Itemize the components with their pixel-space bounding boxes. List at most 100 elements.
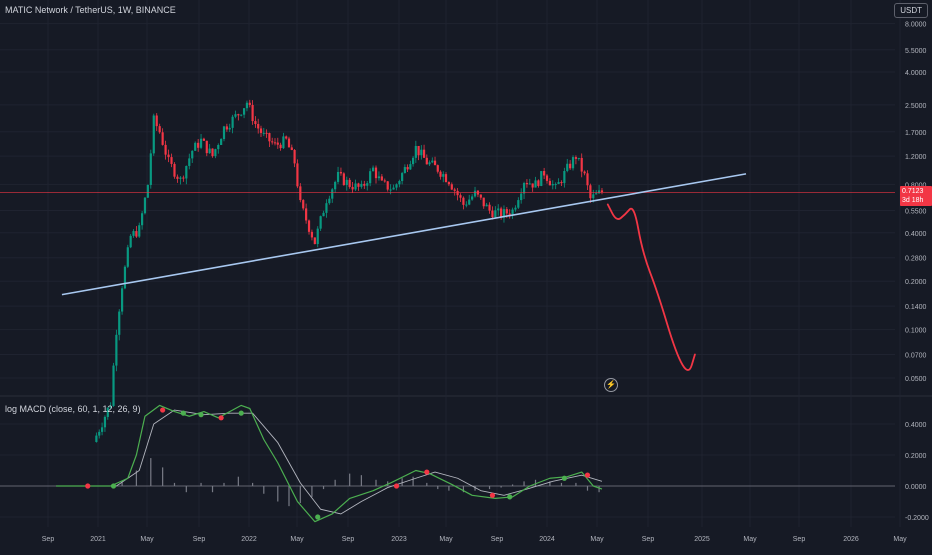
macd-histogram-bar bbox=[462, 486, 465, 493]
candle-body bbox=[307, 220, 311, 232]
macd-signal-line bbox=[56, 409, 603, 515]
candle-body bbox=[456, 190, 459, 196]
macd-indicator-title[interactable]: log MACD (close, 60, 1, 12, 26, 9) bbox=[5, 404, 141, 414]
time-axis-label: May bbox=[893, 536, 907, 543]
candle-body bbox=[217, 144, 220, 150]
candle-body bbox=[161, 132, 164, 145]
symbol-title: MATIC Network / TetherUS, 1W, BINANCE bbox=[5, 5, 176, 15]
candle-body bbox=[592, 194, 595, 199]
candle-body bbox=[403, 167, 406, 174]
candle-body bbox=[540, 171, 543, 186]
grid-layer bbox=[0, 0, 932, 527]
candle-body bbox=[118, 311, 121, 335]
candle-body bbox=[417, 145, 420, 156]
price-axis-label: 0.0500 bbox=[905, 376, 927, 383]
candle-body bbox=[471, 196, 474, 200]
macd-histogram-bar bbox=[375, 479, 377, 486]
macd-axis-label: 0.4000 bbox=[905, 422, 927, 429]
candles-layer bbox=[95, 99, 604, 443]
candle-body bbox=[439, 171, 442, 177]
macd-histogram-bar bbox=[173, 482, 176, 486]
candle-body bbox=[525, 183, 529, 185]
candle-body bbox=[231, 116, 234, 128]
time-axis-label: May bbox=[290, 536, 304, 543]
candle-body bbox=[392, 187, 395, 190]
candle-body bbox=[554, 184, 557, 186]
price-axis-label: 0.5500 bbox=[905, 209, 927, 216]
macd-histogram-bar bbox=[322, 486, 325, 490]
candle-body bbox=[158, 126, 161, 133]
candle-body bbox=[336, 171, 340, 182]
macd-axis-label: -0.2000 bbox=[905, 515, 929, 522]
candle-body bbox=[202, 138, 206, 141]
candle-body bbox=[135, 231, 138, 237]
candle-body bbox=[271, 141, 274, 143]
bullish-cross-marker bbox=[507, 494, 513, 500]
candle-body bbox=[502, 209, 506, 218]
candle-body bbox=[141, 213, 144, 226]
bearish-cross-marker bbox=[424, 469, 430, 475]
candle-body bbox=[371, 167, 375, 172]
bearish-cross-marker bbox=[584, 472, 591, 478]
candle-body bbox=[508, 213, 511, 216]
candle-body bbox=[293, 149, 296, 164]
candle-body bbox=[205, 140, 208, 154]
candle-body bbox=[412, 157, 415, 165]
macd-histogram-bar bbox=[162, 467, 164, 486]
candle-body bbox=[479, 194, 482, 198]
candle-body bbox=[499, 208, 503, 218]
candle-body bbox=[494, 210, 497, 218]
currency-button[interactable]: USDT bbox=[894, 3, 928, 18]
macd-histogram-bar bbox=[237, 476, 239, 486]
candle-body bbox=[319, 216, 322, 229]
lightning-bolt-icon[interactable]: ⚡ bbox=[604, 378, 618, 392]
candle-body bbox=[459, 195, 462, 198]
candle-body bbox=[514, 207, 517, 210]
candle-body bbox=[409, 164, 412, 170]
time-axis-label: 2021 bbox=[90, 536, 106, 543]
candle-body bbox=[574, 157, 578, 159]
macd-histogram-bar bbox=[135, 470, 137, 486]
macd-histogram-bar bbox=[534, 479, 537, 486]
time-axis-label: May bbox=[743, 536, 757, 543]
candle-body bbox=[551, 184, 554, 186]
macd-histogram-bar bbox=[334, 479, 336, 486]
candle-body bbox=[425, 157, 428, 165]
macd-histogram-bar bbox=[575, 482, 577, 486]
candle-body bbox=[276, 142, 279, 145]
candle-body bbox=[237, 114, 240, 116]
candle-body bbox=[98, 431, 101, 436]
candle-body bbox=[152, 115, 155, 154]
candle-body bbox=[296, 163, 299, 187]
macd-histogram-bar bbox=[211, 486, 214, 493]
bullish-cross-marker bbox=[180, 410, 186, 416]
macd-histogram-bar bbox=[200, 482, 202, 486]
candle-body bbox=[442, 174, 445, 177]
macd-histogram-bar bbox=[121, 481, 123, 486]
candle-body bbox=[473, 190, 477, 197]
candle-body bbox=[589, 185, 592, 199]
price-axis-label: 1.7000 bbox=[905, 130, 927, 137]
time-axis-label: 2025 bbox=[694, 536, 710, 543]
candle-body bbox=[325, 203, 328, 213]
candle-body bbox=[179, 177, 182, 179]
time-axis-label: Sep bbox=[193, 536, 206, 543]
price-axis-label: 0.2000 bbox=[905, 279, 927, 286]
candle-body bbox=[228, 127, 231, 130]
candle-body bbox=[185, 165, 188, 179]
time-axis-label: 2024 bbox=[539, 536, 555, 543]
bearish-cross-marker bbox=[85, 483, 91, 489]
candle-body bbox=[531, 183, 534, 188]
candle-body bbox=[497, 208, 500, 211]
candle-body bbox=[557, 182, 560, 185]
candle-body bbox=[537, 180, 540, 186]
candle-body bbox=[138, 225, 141, 237]
candle-body bbox=[132, 231, 135, 236]
candle-body bbox=[331, 189, 334, 199]
candle-body bbox=[316, 228, 319, 245]
macd-axis-label: 0.2000 bbox=[905, 453, 927, 460]
candle-body bbox=[505, 209, 508, 214]
